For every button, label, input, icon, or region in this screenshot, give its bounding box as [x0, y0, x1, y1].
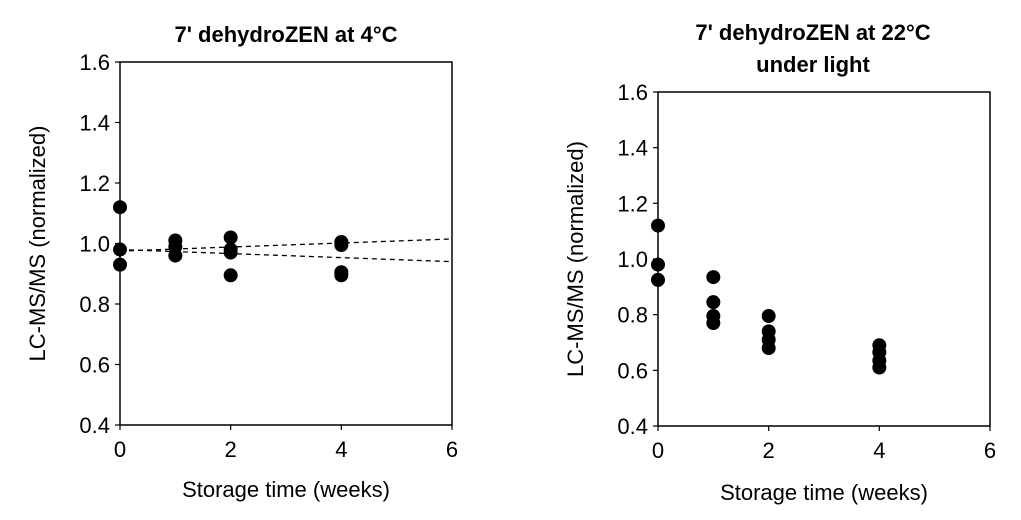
data-point [651, 272, 665, 287]
data-point [223, 230, 238, 245]
data-point [334, 238, 349, 253]
x-tick-label: 0 [652, 438, 664, 463]
y-tick-label: 0.4 [617, 414, 648, 439]
y-tick-label: 0.4 [79, 413, 110, 438]
x-tick-label: 6 [446, 437, 458, 462]
chart-panel-left: 7' dehydroZEN at 4°C 0.4 0.6 0.8 1.0 1.2 1.4 1.… [25, 22, 458, 502]
plot-frame [657, 91, 991, 427]
data-point [706, 295, 721, 310]
y-tick-label: 1.6 [79, 50, 110, 75]
data-point [113, 257, 127, 272]
data-point [761, 341, 776, 356]
y-axis-label: LC-MS/MS (normalized) [25, 126, 50, 362]
y-tick-label: 0.8 [617, 303, 648, 328]
chart-title: under light [756, 52, 870, 77]
data-point [334, 268, 349, 283]
y-tick-label: 1.4 [617, 136, 648, 161]
data-point [706, 316, 721, 331]
y-tick-label: 1.4 [79, 111, 110, 136]
y-tick-label: 1.0 [79, 232, 110, 257]
data-point [223, 268, 238, 283]
data-point [113, 242, 127, 257]
y-tick-label: 0.8 [79, 292, 110, 317]
data-point [761, 309, 776, 324]
x-axis-label: Storage time (weeks) [720, 480, 928, 505]
x-tick-label: 0 [114, 437, 126, 462]
y-tick-label: 1.2 [79, 171, 110, 196]
x-tick-label: 4 [335, 437, 347, 462]
y-axis-label: LC-MS/MS (normalized) [563, 141, 588, 377]
data-point [651, 218, 665, 233]
x-tick-label: 2 [763, 438, 775, 463]
data-point [223, 245, 238, 260]
data-point [651, 257, 665, 272]
y-tick-label: 1.2 [617, 191, 648, 216]
x-axis-label: Storage time (weeks) [182, 477, 390, 502]
chart-panel-right: 7' dehydroZEN at 22°C under light 0.4 0.6 0.… [563, 20, 996, 505]
x-tick-label: 4 [873, 438, 885, 463]
x-tick-label: 6 [984, 438, 996, 463]
data-point [168, 248, 183, 263]
data-point [113, 200, 127, 215]
data-point [706, 270, 721, 285]
chart-title: 7' dehydroZEN at 4°C [174, 22, 397, 47]
y-tick-label: 1.0 [617, 247, 648, 272]
chart-title: 7' dehydroZEN at 22°C [695, 20, 930, 45]
x-tick-label: 2 [225, 437, 237, 462]
y-tick-label: 0.6 [79, 353, 110, 378]
data-point [872, 360, 887, 375]
y-tick-label: 0.6 [617, 358, 648, 383]
y-tick-label: 1.6 [617, 80, 648, 105]
